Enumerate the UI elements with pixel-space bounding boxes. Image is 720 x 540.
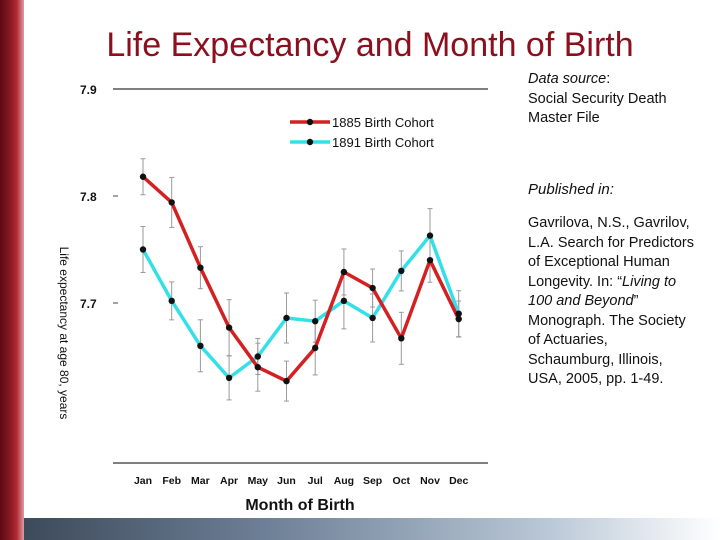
data-point (225, 324, 233, 331)
series-line-1885 (141, 175, 461, 383)
legend-marker (306, 118, 314, 126)
legend-label: 1891 Birth Cohort (332, 135, 434, 150)
slide-title: Life Expectancy and Month of Birth (106, 26, 634, 64)
data-point (426, 257, 434, 264)
data-point (225, 374, 233, 382)
data-point (398, 335, 405, 342)
data-point (168, 297, 175, 305)
data-point (139, 246, 147, 253)
citation-part2: ” Monograph. The Society of Actuaries, S… (528, 293, 686, 387)
data-point (312, 344, 319, 352)
data-point (340, 268, 348, 276)
data-source-block: Data source: Social Security Death Maste… (528, 70, 698, 129)
legend-label: 1885 Birth Cohort (332, 115, 434, 130)
y-axis-title: Life expectancy at age 80, years (57, 247, 71, 420)
data-point (197, 264, 204, 271)
citation-part1: Gavrilova, N.S., Gavrilov, L.A. Search f… (528, 215, 695, 290)
data-point (340, 297, 348, 305)
x-tick-label: Oct (393, 475, 411, 487)
data-source-text: Social Security Death Master File (528, 90, 667, 127)
chart-axes: 7.7 7.8 7.9 Jan Feb Mar Apr May Jun Jul Aug Sep Oct N… (80, 83, 488, 487)
citation-text: Gavrilova, N.S., Gavrilov, L.A. Search f… (528, 214, 698, 390)
y-tick-label: 7.8 (80, 190, 97, 204)
data-point (197, 342, 204, 349)
data-source-label: Data source (528, 71, 607, 87)
data-point (455, 310, 462, 317)
data-point (455, 315, 462, 323)
published-in-label: Published in: (528, 181, 614, 198)
x-tick-label: Jul (308, 475, 323, 487)
x-tick-label: Aug (334, 475, 354, 487)
chart-legend: 1885 Birth Cohort 1891 Birth Cohort (290, 115, 434, 150)
x-tick-label: Jan (134, 475, 152, 487)
citation-italic: Living to 100 and Beyond (528, 273, 677, 310)
data-point (426, 232, 434, 239)
y-tick-label: 7.7 (80, 297, 97, 311)
x-tick-label: Nov (420, 475, 440, 487)
data-point (254, 364, 261, 371)
x-tick-label: Mar (191, 475, 210, 487)
data-point (283, 314, 290, 322)
legend-marker (306, 138, 314, 146)
data-point (369, 284, 376, 292)
x-tick-label: Apr (220, 475, 238, 487)
data-point (369, 314, 376, 322)
series-line-1891 (141, 233, 461, 380)
data-point (283, 377, 290, 385)
chart-series (139, 173, 462, 385)
data-point (139, 173, 147, 180)
data-source-colon: : (606, 71, 611, 87)
data-point (168, 199, 175, 206)
left-accent-bar (0, 0, 24, 540)
data-point (312, 317, 319, 325)
bottom-accent-bar (24, 518, 720, 540)
x-tick-label: Sep (363, 475, 382, 487)
x-tick-label: Jun (277, 475, 296, 487)
y-tick-label: 7.9 (80, 83, 97, 97)
x-tick-label: May (248, 475, 269, 487)
data-point (254, 353, 261, 360)
data-point (398, 267, 405, 275)
x-tick-label: Dec (449, 475, 468, 487)
x-axis-title: Month of Birth (245, 497, 354, 514)
x-tick-label: Feb (162, 475, 181, 487)
